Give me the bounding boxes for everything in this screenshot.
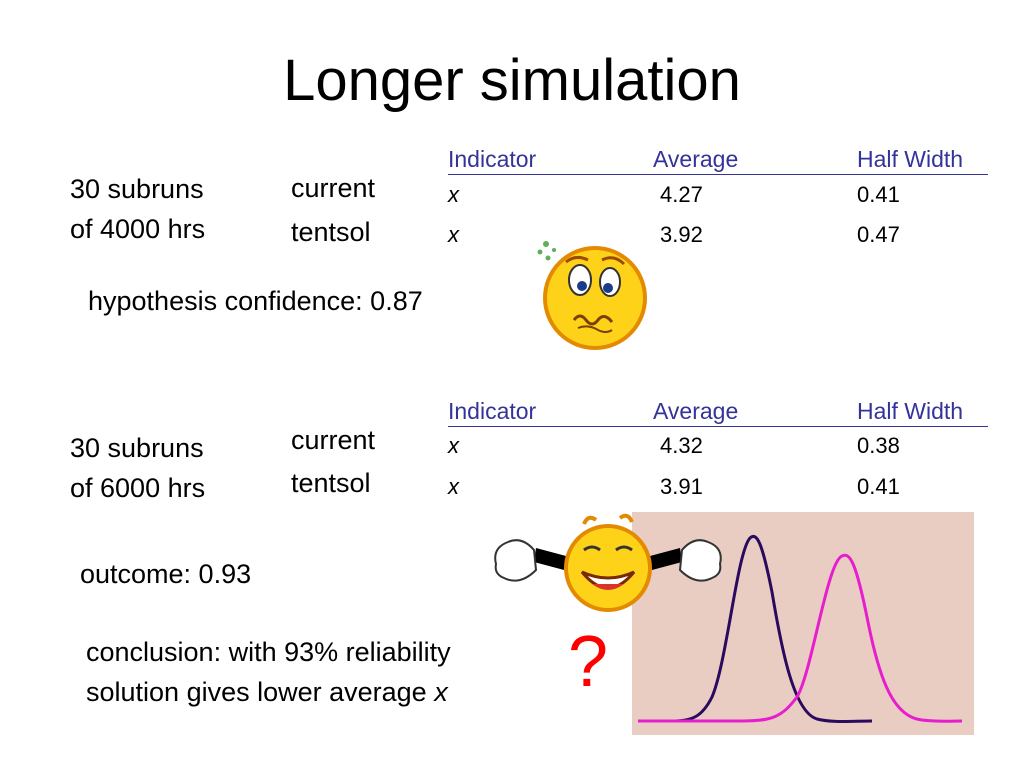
subruns-label-2a: 30 subruns <box>70 433 204 463</box>
table1-header-underline <box>448 174 988 175</box>
table2-header-half-width: Half Width <box>857 398 964 424</box>
slide-title: Longer simulation <box>283 48 741 113</box>
table1-row2-indicator: x <box>448 222 459 247</box>
tentsol-distribution-curve <box>638 553 963 723</box>
table1-header-half-width: Half Width <box>857 146 964 172</box>
table1-row1-average: 4.27 <box>660 182 703 207</box>
row-label-current-2: current <box>291 425 376 455</box>
hypothesis-confidence-text: hypothesis confidence: 0.87 <box>88 286 423 316</box>
row-label-current-1: current <box>291 173 376 203</box>
conclusion-variable-x: x <box>434 677 448 707</box>
conclusion-line-1: conclusion: with 93% reliability <box>86 637 451 667</box>
row-label-tentsol-1: tentsol <box>291 217 371 247</box>
subruns-label-2b: of 6000 hrs <box>70 473 206 503</box>
table1-row1-indicator: x <box>448 182 459 207</box>
table2-header-indicator: Indicator <box>448 398 537 424</box>
question-mark: ? <box>568 622 609 702</box>
shrugging-smiley-icon <box>494 513 722 612</box>
table2-row1-average: 4.32 <box>660 433 703 458</box>
table1-header-average: Average <box>653 146 739 172</box>
conclusion-line-2: solution gives lower average x <box>86 679 448 706</box>
outcome-text: outcome: 0.93 <box>80 559 252 589</box>
distribution-curves <box>638 535 963 723</box>
table1-row2-average: 3.92 <box>660 222 703 247</box>
table2-row1-indicator: x <box>448 433 459 458</box>
table1-row2-half-width: 0.47 <box>857 222 900 247</box>
table2-row1-half-width: 0.38 <box>857 433 900 458</box>
table1-row1-half-width: 0.41 <box>857 182 900 207</box>
subruns-label-1a: 30 subruns <box>70 174 204 204</box>
conclusion-line-2-text: solution gives lower average <box>86 677 435 707</box>
table1-header-indicator: Indicator <box>448 146 537 172</box>
table2-header-underline <box>448 426 988 427</box>
worried-smiley-icon <box>537 241 647 350</box>
current-distribution-curve <box>638 535 873 723</box>
table2-header-average: Average <box>653 398 739 424</box>
table2-row2-average: 3.91 <box>660 474 703 499</box>
subruns-label-1b: of 4000 hrs <box>70 214 206 244</box>
table2-row2-indicator: x <box>448 474 459 499</box>
table2-row2-half-width: 0.41 <box>857 474 900 499</box>
row-label-tentsol-2: tentsol <box>291 468 371 498</box>
